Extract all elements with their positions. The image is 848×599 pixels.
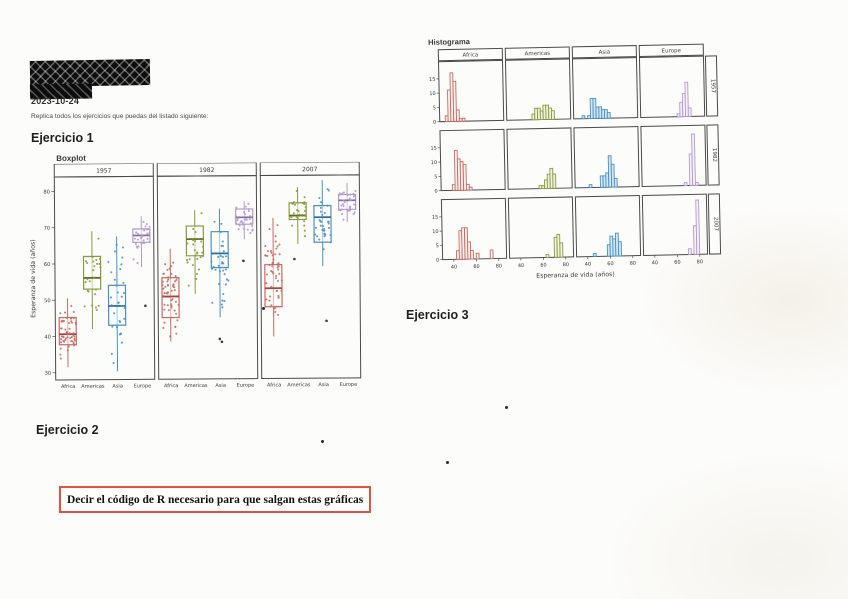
- svg-text:80: 80: [697, 259, 703, 265]
- exercise-3-heading: Ejercicio 3: [406, 308, 469, 322]
- svg-text:Asia: Asia: [599, 50, 611, 56]
- histogram-chart: Africa Americas Asia Europe 0 5 10 15 1957 0 5 10 15…: [424, 43, 725, 291]
- svg-text:80: 80: [630, 261, 636, 267]
- svg-text:Europe: Europe: [237, 383, 255, 389]
- scan-artifact-dot: [505, 406, 508, 409]
- svg-text:70: 70: [44, 226, 51, 232]
- exercise-2-heading: Ejercicio 2: [36, 423, 99, 437]
- svg-text:Europe: Europe: [134, 383, 152, 389]
- svg-text:60: 60: [473, 264, 479, 270]
- svg-text:1982: 1982: [711, 148, 717, 162]
- svg-text:40: 40: [44, 335, 51, 341]
- svg-text:1957: 1957: [96, 168, 112, 175]
- svg-text:40: 40: [585, 262, 591, 268]
- svg-text:5: 5: [433, 105, 436, 111]
- scan-artifact-dot: [262, 307, 265, 310]
- svg-text:10: 10: [431, 160, 437, 166]
- r-code-note-text: Decir el código de R necesario para que …: [67, 494, 364, 506]
- svg-text:80: 80: [496, 263, 502, 269]
- svg-text:15: 15: [430, 146, 436, 152]
- svg-text:Asia: Asia: [112, 384, 123, 390]
- svg-text:Americas: Americas: [184, 383, 208, 389]
- svg-text:Esperanza de vida (años): Esperanza de vida (años): [30, 239, 38, 318]
- svg-text:40: 40: [451, 264, 457, 270]
- date-text: 2023-10-24: [31, 96, 80, 106]
- svg-text:Africa: Africa: [164, 383, 178, 389]
- svg-text:Africa: Africa: [267, 382, 281, 388]
- svg-text:Americas: Americas: [81, 384, 105, 390]
- scan-artifact-dot: [446, 461, 449, 464]
- svg-text:1982: 1982: [199, 167, 215, 174]
- svg-text:Asia: Asia: [318, 382, 329, 388]
- instruction-text: Replica todos los ejercicios que puedas …: [31, 113, 209, 120]
- svg-text:5: 5: [434, 174, 437, 180]
- svg-text:Europe: Europe: [662, 48, 682, 54]
- svg-text:Africa: Africa: [462, 52, 478, 58]
- svg-text:2007: 2007: [712, 217, 718, 232]
- svg-text:15: 15: [432, 215, 438, 221]
- svg-text:Asia: Asia: [215, 383, 226, 389]
- svg-text:40: 40: [652, 260, 658, 266]
- scan-artifact-dot: [321, 440, 324, 443]
- svg-text:10: 10: [429, 91, 435, 97]
- svg-text:60: 60: [674, 260, 680, 266]
- histogram-figure: Histograma Africa Americas Asia Europe 0 5 10 1…: [424, 32, 725, 291]
- svg-text:2007: 2007: [302, 166, 318, 173]
- svg-text:Europe: Europe: [340, 382, 358, 388]
- svg-text:60: 60: [540, 262, 546, 268]
- svg-text:40: 40: [518, 263, 524, 269]
- r-code-note-box: Decir el código de R necesario para que …: [59, 486, 372, 513]
- svg-text:80: 80: [43, 190, 50, 196]
- svg-text:5: 5: [436, 243, 439, 249]
- svg-text:80: 80: [563, 262, 569, 268]
- exercise-1-heading: Ejercicio 1: [31, 131, 94, 145]
- histogram-svg: Africa Americas Asia Europe 0 5 10 15 1957 0 5 10 15…: [429, 43, 722, 280]
- boxplot-figure: Boxplot Esperanza de vida (años) 30 40 50 60…: [27, 152, 363, 399]
- svg-text:0: 0: [433, 120, 436, 126]
- svg-text:60: 60: [607, 261, 613, 267]
- svg-text:Americas: Americas: [287, 382, 311, 388]
- svg-text:10: 10: [432, 229, 438, 235]
- svg-text:Americas: Americas: [525, 51, 551, 58]
- svg-text:Esperanza de vida (años): Esperanza de vida (años): [536, 271, 615, 280]
- svg-text:15: 15: [429, 77, 435, 83]
- svg-text:1957: 1957: [709, 79, 715, 94]
- svg-text:60: 60: [44, 262, 51, 268]
- svg-text:30: 30: [45, 371, 52, 377]
- boxplot-svg: Esperanza de vida (años) 30 40 50 60 70 80 1957…: [30, 161, 362, 390]
- svg-text:0: 0: [434, 189, 437, 195]
- svg-text:50: 50: [44, 298, 51, 304]
- svg-text:Africa: Africa: [61, 384, 75, 390]
- boxplot-chart: Esperanza de vida (años) 30 40 50 60 70 80 1957…: [27, 161, 363, 399]
- svg-text:0: 0: [436, 258, 439, 264]
